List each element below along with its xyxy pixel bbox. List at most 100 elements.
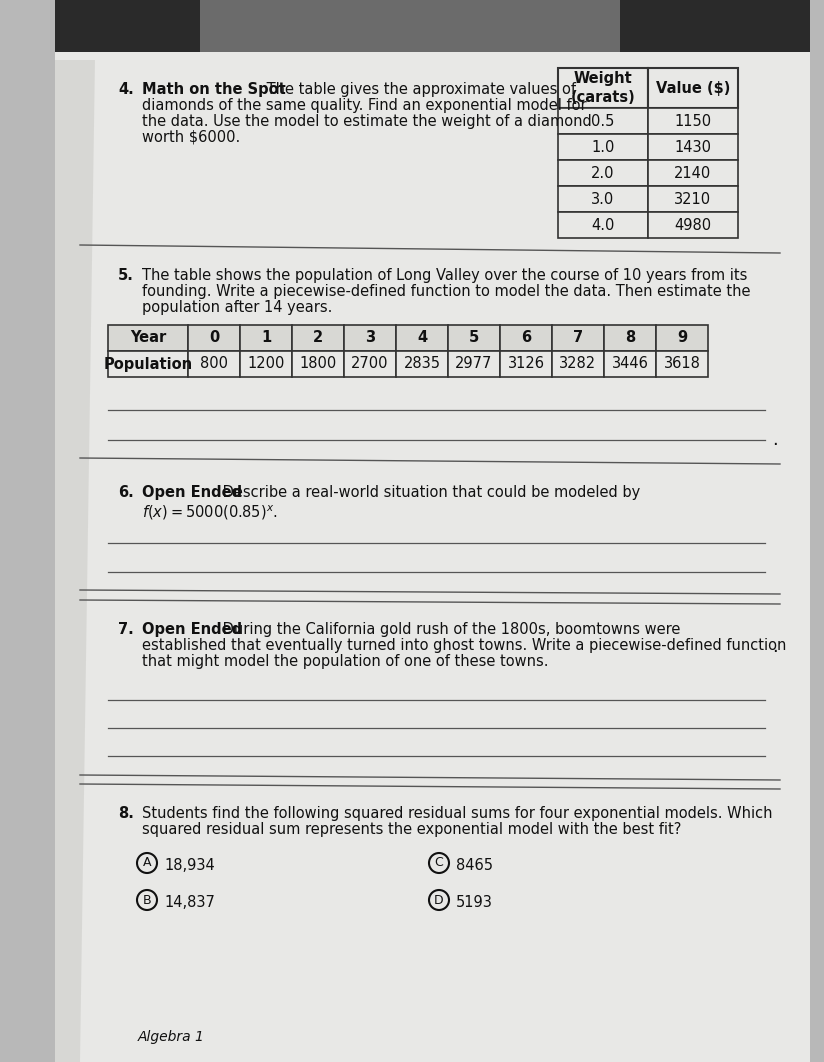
Text: 5: 5 [469,330,479,345]
Bar [648,160,738,186]
Bar [604,352,656,377]
Text: B: B [143,893,152,907]
Bar [558,108,648,134]
Bar [108,325,188,352]
Polygon shape [55,0,810,1062]
Text: 3210: 3210 [674,191,712,206]
Bar [448,325,500,352]
Text: population after 14 years.: population after 14 years. [142,299,332,315]
Text: 3618: 3618 [663,357,700,372]
Text: 2835: 2835 [404,357,441,372]
Text: 800: 800 [200,357,228,372]
Text: Algebra 1: Algebra 1 [138,1030,205,1044]
Bar [344,325,396,352]
Text: 2700: 2700 [351,357,389,372]
Text: 6: 6 [521,330,531,345]
Text: During the California gold rush of the 1800s, boomtowns were: During the California gold rush of the 1… [218,622,681,637]
Bar [188,352,240,377]
Text: Weight
(carats): Weight (carats) [571,71,635,105]
Text: Population: Population [104,357,193,372]
Text: 1.0: 1.0 [592,139,615,154]
Text: Value ($): Value ($) [656,81,730,96]
Text: 2977: 2977 [456,357,493,372]
Text: 2: 2 [313,330,323,345]
Text: 4: 4 [417,330,427,345]
Text: 9: 9 [677,330,687,345]
Text: 8: 8 [625,330,635,345]
Bar [558,212,648,238]
Text: 14,837: 14,837 [164,895,215,910]
Text: 1430: 1430 [675,139,711,154]
Text: Students find the following squared residual sums for four exponential models. W: Students find the following squared resi… [142,806,772,821]
Text: 5193: 5193 [456,895,493,910]
Bar [448,352,500,377]
Bar [500,352,552,377]
Text: 5.: 5. [118,268,133,282]
Text: Open Ended: Open Ended [142,622,242,637]
Bar [500,325,552,352]
Text: 0.5: 0.5 [592,114,615,129]
Text: 7.: 7. [118,622,133,637]
Text: 1800: 1800 [299,357,337,372]
Text: that might model the population of one of these towns.: that might model the population of one o… [142,654,549,669]
Text: 3446: 3446 [611,357,648,372]
Bar [558,68,648,108]
Text: 3: 3 [365,330,375,345]
Text: squared residual sum represents the exponential model with the best fit?: squared residual sum represents the expo… [142,822,681,837]
Bar [240,352,292,377]
Text: founding. Write a piecewise-defined function to model the data. Then estimate th: founding. Write a piecewise-defined func… [142,284,751,299]
Text: Year: Year [130,330,166,345]
Text: the data. Use the model to estimate the weight of a diamond: the data. Use the model to estimate the … [142,114,592,129]
Bar [558,134,648,160]
Text: 4.0: 4.0 [592,218,615,233]
Bar [240,325,292,352]
Text: .: . [772,431,778,449]
Text: 8.: 8. [118,806,133,821]
Bar [552,352,604,377]
Text: The table shows the population of Long Valley over the course of 10 years from i: The table shows the population of Long V… [142,268,747,282]
Bar [656,325,708,352]
Bar [648,186,738,212]
Text: 18,934: 18,934 [164,858,215,873]
Bar [648,134,738,160]
Text: 3126: 3126 [508,357,545,372]
Bar [648,108,738,134]
Text: 4980: 4980 [674,218,712,233]
Bar [396,352,448,377]
Text: 1200: 1200 [247,357,284,372]
Text: Math on the Spot: Math on the Spot [142,82,286,97]
Text: 7: 7 [573,330,583,345]
Bar [108,352,188,377]
Text: 0: 0 [208,330,219,345]
Bar [200,0,620,52]
Bar [558,186,648,212]
Text: Open Ended: Open Ended [142,485,242,500]
Bar [648,68,738,108]
Text: 3282: 3282 [559,357,597,372]
Text: 1150: 1150 [674,114,712,129]
Text: 6.: 6. [118,485,133,500]
Text: A: A [143,856,152,870]
Text: Describe a real-world situation that could be modeled by: Describe a real-world situation that cou… [218,485,640,500]
Bar [604,325,656,352]
Text: worth $6000.: worth $6000. [142,130,241,145]
Text: $f(x) = 5000(0.85)^x$.: $f(x) = 5000(0.85)^x$. [142,503,278,521]
Bar [344,352,396,377]
Text: 3.0: 3.0 [592,191,615,206]
Polygon shape [55,59,95,1062]
Bar [552,325,604,352]
Text: C: C [434,856,443,870]
Text: diamonds of the same quality. Find an exponential model for: diamonds of the same quality. Find an ex… [142,98,587,113]
Text: 8465: 8465 [456,858,493,873]
Text: The table gives the approximate values of: The table gives the approximate values o… [262,82,576,97]
Bar [648,212,738,238]
Bar [292,325,344,352]
Text: D: D [434,893,444,907]
Text: .: . [772,638,778,656]
Bar [292,352,344,377]
Text: established that eventually turned into ghost towns. Write a piecewise-defined f: established that eventually turned into … [142,638,786,653]
Text: 2.0: 2.0 [592,166,615,181]
Text: 2140: 2140 [674,166,712,181]
Text: 1: 1 [261,330,271,345]
Bar [188,325,240,352]
